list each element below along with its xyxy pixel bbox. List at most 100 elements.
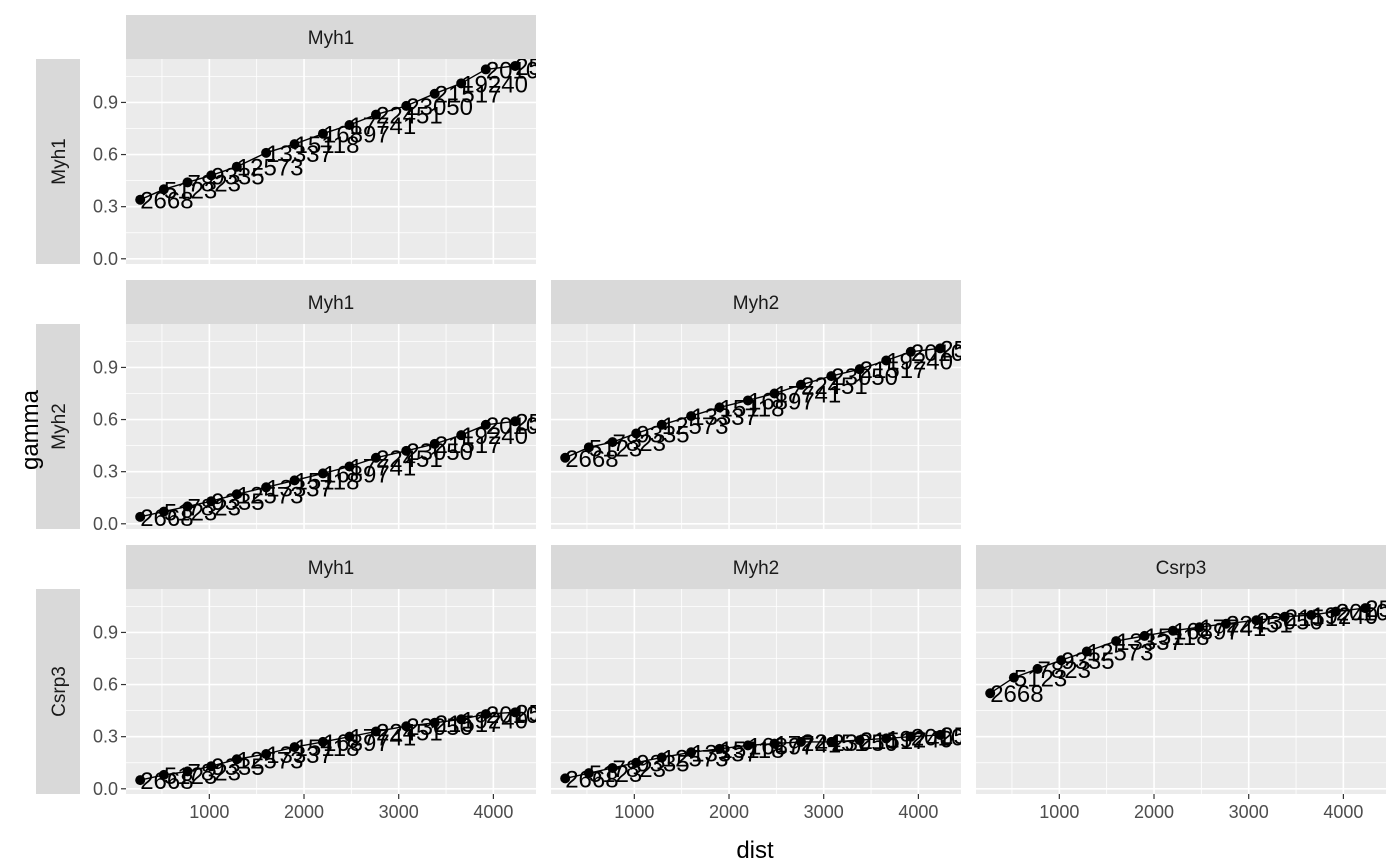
- data-point-label: 15118: [295, 468, 360, 495]
- column-strip-label: Myh1: [308, 558, 354, 579]
- data-point: [1032, 663, 1043, 674]
- data-point: [795, 379, 806, 390]
- data-point: [231, 754, 242, 765]
- data-point: [429, 717, 440, 728]
- data-point: [135, 511, 146, 522]
- column-strip: [126, 280, 536, 324]
- data-point: [854, 364, 865, 375]
- data-point-label: 7823: [188, 170, 241, 197]
- data-point: [480, 419, 491, 430]
- panel-myh2-myh2: Myh2 266851237823933512573133371511816897…: [551, 280, 961, 529]
- data-point-label: 23050: [406, 94, 473, 121]
- data-point: [429, 88, 440, 99]
- data-point: [317, 128, 328, 139]
- data-point-label: 2668: [565, 446, 618, 473]
- x-tick-label: 4000: [898, 802, 938, 822]
- data-point: [935, 343, 946, 354]
- data-point: [1056, 655, 1067, 666]
- data-point: [135, 775, 146, 786]
- data-point-label: 22451: [376, 446, 443, 473]
- x-axis-title: dist: [736, 837, 774, 864]
- data-point-label: 22451: [376, 719, 443, 746]
- data-point-label: 25168: [515, 409, 582, 436]
- data-point-label: 13337: [266, 742, 333, 769]
- data-point-label: 13337: [1116, 629, 1183, 656]
- data-point-label: 15118: [720, 737, 785, 764]
- data-point-label: 2668: [140, 505, 193, 532]
- data-point: [370, 109, 381, 120]
- data-point: [317, 468, 328, 479]
- x-tick-label: 3000: [804, 802, 844, 822]
- data-point-label: 25168: [515, 54, 582, 81]
- data-point-label: 17741: [349, 113, 416, 140]
- data-point: [1167, 625, 1178, 636]
- panel-background: [126, 324, 536, 529]
- data-point: [905, 346, 916, 357]
- data-point-label: 13337: [691, 404, 758, 431]
- y-tick-label: 0.6: [93, 410, 118, 430]
- column-strip: [976, 545, 1386, 589]
- data-point-label: 12573: [237, 747, 304, 774]
- data-point-label: 13337: [266, 141, 333, 168]
- data-point: [480, 64, 491, 75]
- data-point-label: 22451: [376, 103, 443, 130]
- series-layer: 2668512378239335125731333715118168971774…: [560, 723, 961, 793]
- x-tick-label: 2000: [1134, 802, 1174, 822]
- data-point-label: 7823: [613, 430, 666, 457]
- row-strip: [36, 324, 80, 529]
- data-point-label: 21517: [435, 711, 502, 738]
- series-layer: 2668512378239335125731333715118168971774…: [135, 54, 582, 215]
- data-point-label: 13337: [691, 740, 758, 767]
- data-point-label: 12573: [1087, 640, 1154, 667]
- column-strip: [126, 15, 536, 59]
- data-point: [370, 452, 381, 463]
- row-strip: [36, 59, 80, 264]
- data-point-label: 20108: [1336, 600, 1400, 627]
- y-tick-label: 0.3: [93, 727, 118, 747]
- data-point-label: 12573: [237, 482, 304, 509]
- data-point: [560, 452, 571, 463]
- data-point-label: 5123: [164, 500, 217, 527]
- data-point-label: 21517: [1285, 605, 1352, 632]
- row-strip: [36, 589, 80, 794]
- data-point: [456, 430, 467, 441]
- data-point: [510, 60, 521, 71]
- data-point-label: 16897: [748, 388, 815, 415]
- data-point-label: 22451: [1226, 612, 1293, 639]
- data-point: [686, 411, 697, 422]
- data-point-label: 5123: [1014, 666, 1067, 693]
- data-point-label: 2668: [990, 681, 1043, 708]
- column-strip-label: Myh1: [308, 28, 354, 49]
- panel-background: [551, 589, 961, 794]
- data-point-label: 17741: [774, 381, 841, 408]
- data-point: [456, 78, 467, 89]
- data-point: [261, 147, 272, 158]
- x-tick-label: 3000: [1229, 802, 1269, 822]
- column-strip: [126, 545, 536, 589]
- data-point: [182, 501, 193, 512]
- data-point-label: 17741: [349, 725, 416, 752]
- data-point: [158, 506, 169, 517]
- data-point: [206, 496, 217, 507]
- data-point: [560, 773, 571, 784]
- column-strip-label: Csrp3: [1156, 558, 1207, 579]
- data-point-label: 9335: [211, 754, 264, 781]
- y-tick-label: 0.3: [93, 197, 118, 217]
- y-tick-label: 0.9: [93, 92, 118, 112]
- data-point: [881, 733, 892, 744]
- data-point: [317, 736, 328, 747]
- data-point: [261, 749, 272, 760]
- data-point: [231, 161, 242, 172]
- x-tick-label: 3000: [379, 802, 419, 822]
- x-tick-label: 2000: [284, 802, 324, 822]
- data-point-label: 16897: [1173, 619, 1240, 646]
- data-point-label: 9335: [1061, 648, 1114, 675]
- data-point: [607, 762, 618, 773]
- data-point: [1360, 603, 1371, 614]
- data-point: [854, 735, 865, 746]
- data-point: [881, 355, 892, 366]
- data-point-label: 9335: [636, 421, 689, 448]
- data-point-label: 12573: [662, 413, 729, 440]
- data-point-label: 16897: [748, 733, 815, 760]
- data-point-label: 19240: [1311, 603, 1378, 630]
